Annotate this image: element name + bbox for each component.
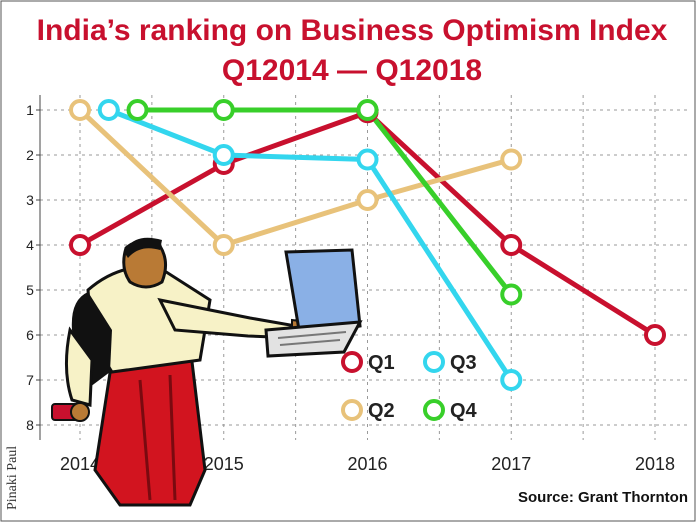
data-point-q1: [69, 234, 91, 256]
data-point-q4: [126, 99, 149, 121]
data-point-q4: [500, 283, 523, 306]
data-point-q2: [356, 189, 379, 211]
legend-marker-q2: [341, 399, 363, 421]
man-with-laptop-illustration: [51, 237, 363, 507]
data-point-q1: [500, 234, 523, 256]
y-tick-label: 2: [26, 147, 34, 163]
data-point-q3: [212, 144, 235, 166]
legend-marker-q4: [423, 399, 445, 421]
x-tick-label: 2018: [635, 454, 675, 474]
data-point-q3: [356, 148, 379, 171]
legend-marker-q3: [423, 351, 445, 373]
x-tick-label: 2014: [60, 454, 100, 474]
legend-label-q4: Q4: [450, 400, 478, 422]
series-line-q3: [106, 107, 514, 383]
legend-marker-q1: [341, 351, 363, 373]
legend-label-q2: Q2: [368, 400, 395, 422]
legend: Q1 Q3 Q2 Q4: [341, 351, 478, 422]
y-tick-label: 5: [26, 282, 34, 298]
y-tick-label: 1: [26, 102, 34, 118]
chart-subtitle: Q12014 — Q12018: [222, 54, 482, 87]
data-point-q2: [69, 99, 91, 121]
chart-title: India’s ranking on Business Optimism Ind…: [37, 14, 668, 47]
photo-credit: Pinaki Paul: [5, 446, 20, 510]
legend-label-q3: Q3: [450, 352, 477, 374]
y-tick-label: 6: [26, 327, 34, 343]
data-point-q2: [500, 148, 523, 171]
series-line-q4: [135, 107, 514, 297]
data-point-q4: [212, 99, 235, 121]
y-tick-label: 8: [26, 417, 34, 433]
series-line-q2: [77, 107, 514, 248]
x-tick-label: 2016: [347, 454, 387, 474]
y-tick-label: 4: [26, 237, 34, 253]
y-axis-ticks: 1 2 3 4 5 6 7 8: [26, 102, 40, 433]
source-note: Source: Grant Thornton: [518, 489, 688, 506]
legend-label-q1: Q1: [368, 352, 395, 374]
y-tick-label: 7: [26, 372, 34, 388]
y-tick-label: 3: [26, 192, 34, 208]
data-point-q4: [356, 99, 379, 121]
data-point-q3: [97, 99, 120, 121]
x-tick-label: 2017: [491, 454, 531, 474]
x-axis-ticks: 2014 2015 2016 2017 2018: [60, 454, 675, 474]
data-point-q2: [212, 234, 235, 256]
series-lines: [69, 99, 666, 391]
x-tick-label: 2015: [204, 454, 244, 474]
data-point-q1: [644, 324, 666, 346]
data-point-q3: [500, 369, 523, 391]
